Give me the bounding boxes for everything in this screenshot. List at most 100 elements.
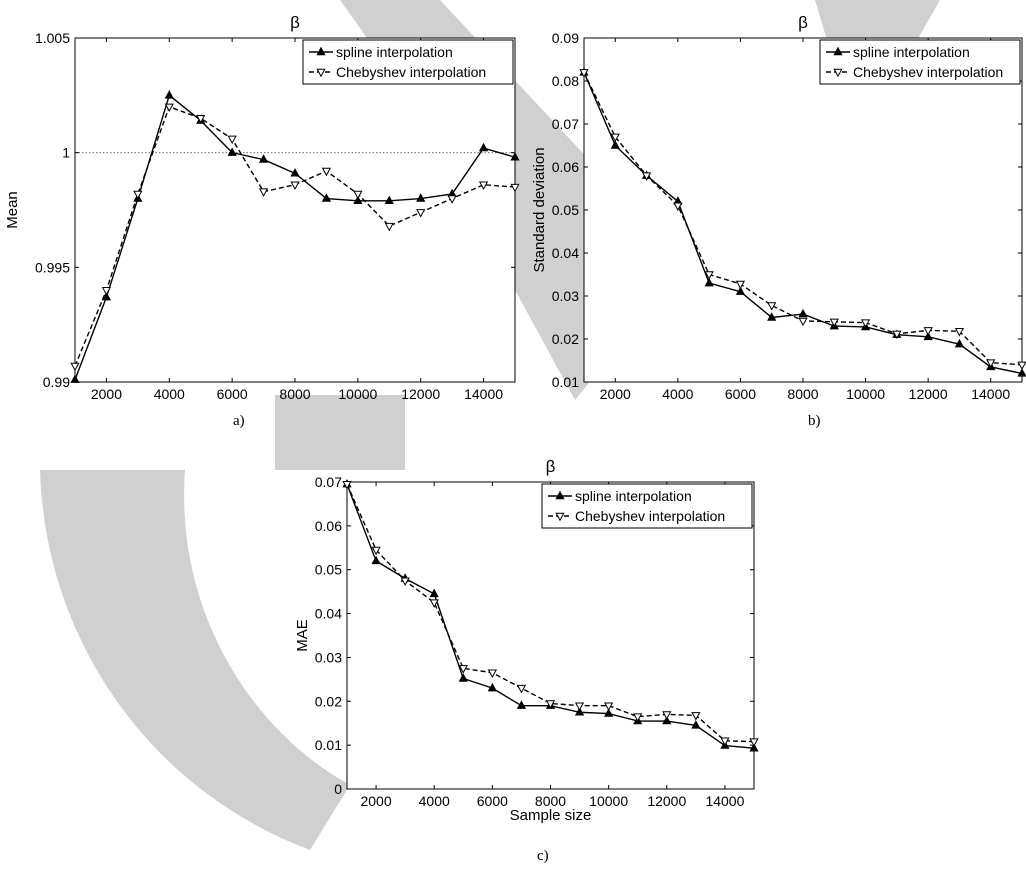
chart-c-x-tick-label: 6000 bbox=[477, 793, 508, 809]
chart-c-x-axis-label: Sample size bbox=[510, 807, 592, 824]
chart-c-series-spline-point bbox=[371, 555, 381, 565]
chart-c-y-tick-label: 0.04 bbox=[315, 606, 342, 622]
chart-a-series-chebyshev-point bbox=[416, 209, 426, 218]
chart-b-series-chebyshev-point bbox=[860, 319, 871, 328]
chart-b-series-spline-point bbox=[798, 308, 808, 318]
chart-b-series-spline-point bbox=[954, 338, 965, 348]
chart-b-y-tick-label: 0.08 bbox=[552, 73, 579, 89]
chart-a-x-tick-label: 2000 bbox=[91, 386, 122, 400]
chart-b-legend-marker bbox=[833, 68, 843, 78]
chart-c-y-tick-label: 0.03 bbox=[315, 649, 342, 665]
chart-b-y-tick-label: 0.05 bbox=[552, 202, 579, 218]
chart-c-series-spline-point bbox=[487, 682, 497, 692]
chart-c-series-chebyshev-point bbox=[749, 738, 759, 747]
chart-a-series-spline-point bbox=[164, 90, 174, 99]
chart-b-x-tick-label: 4000 bbox=[662, 386, 693, 400]
chart-a-series-spline-point bbox=[416, 193, 426, 202]
chart-b-series-spline-point bbox=[1017, 368, 1026, 377]
chart-c-legend-label: Chebyshev interpolation bbox=[575, 508, 725, 524]
chart-b-series-chebyshev-point bbox=[704, 271, 714, 280]
chart-c-plot-area bbox=[346, 481, 755, 790]
chart-a-series-chebyshev-point bbox=[101, 287, 112, 296]
caption-a: a) bbox=[233, 413, 245, 429]
chart-a-series-chebyshev-point bbox=[384, 222, 394, 232]
chart-a-y-axis-label: Mean bbox=[4, 191, 21, 229]
chart-a-legend-marker bbox=[316, 68, 326, 78]
chart-c-legend-marker bbox=[555, 490, 565, 500]
chart-a-series-chebyshev-point bbox=[478, 181, 489, 191]
chart-c-series-spline-point bbox=[662, 715, 672, 725]
chart-c-series-chebyshev-point bbox=[545, 700, 556, 709]
chart-b-x-tick-label: 12000 bbox=[909, 386, 948, 400]
chart-a-series-spline-point bbox=[321, 193, 332, 202]
chart-c-series-spline-point bbox=[429, 588, 439, 598]
caption-b: b) bbox=[808, 413, 821, 429]
chart-a-mean: 2000 4000 6000 8000 10000 12000 14000 0.99 0.995… bbox=[4, 13, 520, 400]
chart-c-series-chebyshev-point bbox=[662, 711, 672, 720]
chart-c-y-tick-label: 0.02 bbox=[315, 693, 342, 709]
chart-a-plot-area bbox=[74, 37, 516, 383]
chart-b-series-chebyshev-point bbox=[673, 202, 683, 211]
chart-c-series-chebyshev-point bbox=[720, 737, 730, 747]
chart-b-y-tick-label: 0.06 bbox=[552, 159, 579, 175]
chart-b-series-spline-point bbox=[923, 331, 933, 341]
chart-b-y-tick-label: 0.02 bbox=[552, 331, 579, 347]
chart-b-x-tick-label: 10000 bbox=[846, 386, 885, 400]
watermark-bar bbox=[275, 395, 405, 470]
chart-b-series-chebyshev-point bbox=[735, 280, 746, 290]
chart-b-series-chebyshev-point bbox=[986, 359, 996, 368]
chart-c-series-chebyshev-point bbox=[458, 665, 468, 674]
chart-c-series-spline-point bbox=[574, 707, 585, 716]
chart-c-series-spline-point bbox=[691, 720, 701, 729]
chart-a-series-chebyshev-point bbox=[133, 190, 143, 200]
chart-a-series-chebyshev-point bbox=[164, 103, 174, 113]
chart-a-y-tick-label: 1 bbox=[62, 145, 70, 161]
chart-a-series-spline-point bbox=[258, 154, 269, 163]
chart-c-series-chebyshev-point bbox=[371, 546, 381, 556]
chart-b-legend-label: spline interpolation bbox=[853, 44, 970, 60]
chart-a-series-spline-point bbox=[70, 374, 80, 383]
chart-c-y-tick-label: 0.01 bbox=[315, 737, 342, 753]
chart-c-x-tick-label: 4000 bbox=[419, 793, 450, 809]
chart-b-series-chebyshev-point bbox=[1017, 361, 1026, 371]
chart-c-series-chebyshev-point bbox=[487, 669, 497, 679]
chart-b-y-tick-label: 0.09 bbox=[552, 30, 579, 46]
chart-b-series-spline-point bbox=[735, 286, 746, 295]
chart-b-title: β bbox=[798, 13, 808, 32]
chart-b-series-chebyshev-point bbox=[923, 327, 933, 336]
chart-c-legend-marker bbox=[555, 512, 565, 522]
chart-a-series-chebyshev-point bbox=[227, 135, 237, 145]
chart-b-legend-label: Chebyshev interpolation bbox=[853, 64, 1003, 80]
chart-b-series-chebyshev-point bbox=[641, 172, 652, 181]
chart-a-x-tick-label: 4000 bbox=[154, 386, 185, 400]
chart-c-y-tick-label: 0.07 bbox=[315, 474, 342, 490]
chart-c-y-tick-label: 0.06 bbox=[315, 518, 342, 534]
chart-c-series-spline-point bbox=[458, 673, 468, 682]
chart-b-y-tick-label: 0.03 bbox=[552, 288, 579, 304]
chart-c-x-tick-label: 14000 bbox=[705, 793, 744, 809]
chart-a-series-spline-point bbox=[227, 147, 237, 156]
chart-a-series-chebyshev-point bbox=[510, 183, 520, 193]
chart-b-series-spline-point bbox=[610, 140, 620, 149]
chart-a-series-spline-point bbox=[290, 168, 300, 177]
chart-a-y-tick-label: 0.99 bbox=[43, 374, 70, 390]
chart-a-series-spline-point bbox=[353, 195, 363, 205]
chart-a-x-tick-label: 12000 bbox=[401, 386, 440, 400]
chart-c-legend bbox=[541, 483, 753, 529]
chart-b-series-chebyshev-point bbox=[892, 330, 902, 340]
chart-a-x-tick-label: 14000 bbox=[464, 386, 503, 400]
chart-c-y-tick-label: 0 bbox=[334, 781, 342, 797]
chart-c-series-spline-point bbox=[604, 708, 614, 717]
chart-a-legend-label: spline interpolation bbox=[336, 44, 453, 60]
chart-b-series-chebyshev-point bbox=[610, 133, 620, 143]
chart-c-y-axis-label: MAE bbox=[294, 619, 311, 652]
chart-a-series-chebyshev-point bbox=[290, 181, 300, 191]
chart-a-x-tick-label: 8000 bbox=[279, 386, 310, 400]
chart-c-x-tick-label: 12000 bbox=[647, 793, 686, 809]
chart-a-series-chebyshev-point bbox=[321, 167, 332, 177]
chart-b-series-spline-point bbox=[767, 312, 777, 321]
chart-c-legend-label: spline interpolation bbox=[575, 488, 692, 504]
chart-c-x-tick-label: 2000 bbox=[360, 793, 391, 809]
chart-a-series-spline-point bbox=[510, 152, 520, 161]
